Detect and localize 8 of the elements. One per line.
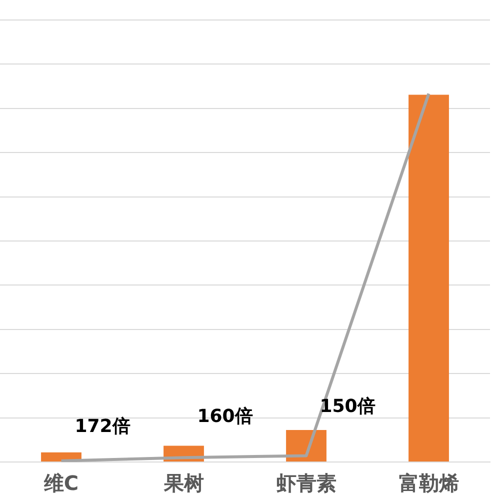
annotation: 172倍 [74,416,130,437]
annotation: 160倍 [197,406,253,427]
x-tick-label: 虾青素 [275,471,336,496]
annotation: 150倍 [320,396,376,417]
x-tick-label: 富勒烯 [398,471,459,496]
bar [408,94,449,462]
x-tick-label: 维C [42,471,79,496]
x-tick-label: 果树 [162,471,204,496]
